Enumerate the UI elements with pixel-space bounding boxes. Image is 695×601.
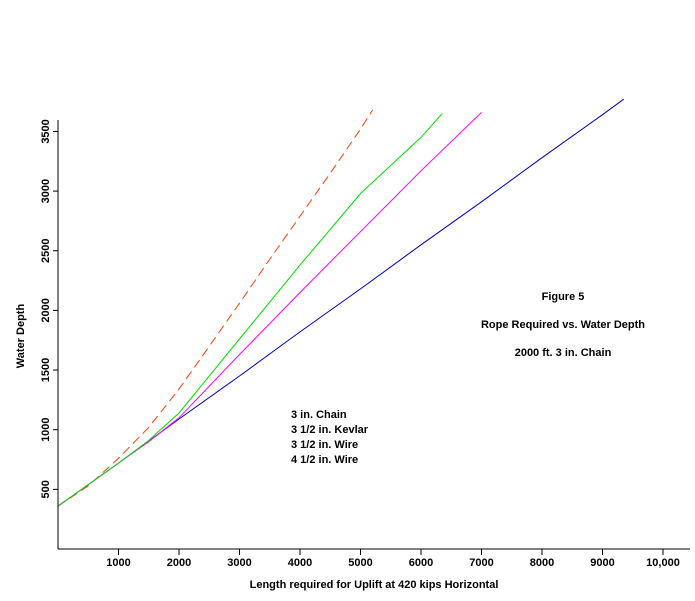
x-tick-label: 7000: [469, 557, 493, 569]
y-tick-label: 3500: [40, 119, 52, 143]
series-3-5in-wire: [57, 112, 482, 507]
series-4-5in-wire: [57, 113, 443, 507]
x-tick-label: 1000: [106, 557, 130, 569]
figure-number: Figure 5: [542, 291, 585, 303]
figure-subtitle: 2000 ft. 3 in. Chain: [515, 347, 612, 359]
x-tick-label: 2000: [167, 557, 191, 569]
axes: [57, 120, 690, 550]
y-tick-label: 1500: [40, 358, 52, 382]
x-tick-label: 8000: [530, 557, 554, 569]
figure-title: Rope Required vs. Water Depth: [481, 319, 645, 331]
y-axis-label: Water Depth: [15, 304, 27, 369]
legend-entry-3in-chain: 3 in. Chain: [291, 409, 347, 421]
legend: 3 in. Chain 3 1/2 in. Kevlar 3 1/2 in. W…: [291, 409, 369, 466]
legend-entry-kevlar: 3 1/2 in. Kevlar: [291, 424, 369, 436]
series-3in-chain: [57, 109, 374, 507]
x-tick-label: 9000: [590, 557, 614, 569]
x-tick-label: 6000: [409, 557, 433, 569]
series-layer: [57, 98, 624, 507]
y-tick-label: 2000: [40, 298, 52, 322]
x-tick-label: 10,000: [646, 557, 680, 569]
legend-entry-3-5in-wire: 3 1/2 in. Wire: [291, 439, 358, 451]
y-tick-label: 1000: [40, 417, 52, 441]
y-tick-label: 3000: [40, 179, 52, 203]
x-tick-label: 3000: [227, 557, 251, 569]
x-tick-label: 5000: [348, 557, 372, 569]
y-tick-label: 500: [40, 480, 52, 498]
x-axis-label: Length required for Uplift at 420 kips H…: [250, 579, 499, 591]
x-tick-label: 4000: [288, 557, 312, 569]
ticks: 1000 2000 3000 4000 5000 6000 7000 8000 9000 10,0…: [40, 119, 680, 569]
legend-entry-4-5in-wire: 4 1/2 in. Wire: [291, 454, 358, 466]
y-tick-label: 2500: [40, 239, 52, 263]
